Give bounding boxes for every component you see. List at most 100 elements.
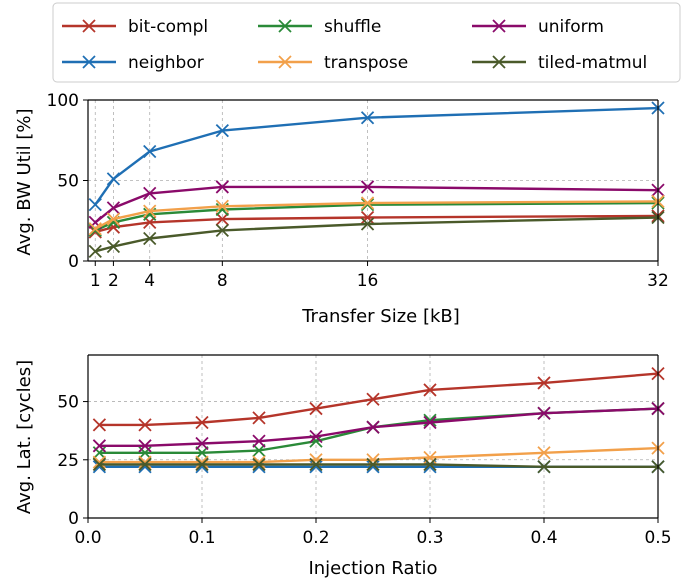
bandwidth-chart-series-uniform	[88, 180, 665, 229]
latency-chart-point-bit-compl	[423, 383, 437, 397]
bandwidth-chart-line-tiled-matmul	[94, 216, 659, 253]
bandwidth-chart-point-transpose	[143, 204, 157, 218]
legend-label-shuffle: shuffle	[324, 17, 381, 37]
bandwidth-chart-point-uniform	[143, 186, 157, 201]
latency-chart-point-tiled-matmul	[252, 457, 266, 472]
latency-chart-point-tiled-matmul	[92, 457, 107, 472]
bandwidth-chart: 1 2 4 8 16 32 0 50 100 Transfer Size [kB] Avg. B…	[14, 91, 669, 327]
legend-label-uniform: uniform	[538, 17, 604, 37]
latency-chart-point-transpose	[195, 455, 209, 469]
legend-item-shuffle: shuffle	[258, 17, 381, 37]
bandwidth-chart-ytick-label: 50	[57, 172, 79, 192]
bandwidth-chart-line-bit-compl	[94, 214, 659, 234]
latency-chart-xlabel: Injection Ratio	[308, 558, 437, 579]
latency-chart-series-uniform	[92, 401, 665, 453]
latency-chart-point-tiled-matmul	[366, 457, 380, 472]
bandwidth-chart-point-bit-compl	[215, 212, 229, 226]
bandwidth-chart-point-neighbor	[88, 198, 102, 212]
bandwidth-chart-xlabel: Transfer Size [kB]	[301, 306, 460, 327]
legend-label-tiled-matmul: tiled-matmul	[538, 53, 647, 73]
bandwidth-chart-point-tiled-matmul	[106, 239, 121, 254]
bandwidth-chart-line-neighbor	[94, 106, 659, 206]
latency-chart-line-uniform	[99, 407, 659, 447]
bandwidth-chart-xtick-label: 8	[217, 271, 228, 291]
bandwidth-chart-point-tiled-matmul	[360, 217, 375, 231]
bandwidth-chart-point-transpose	[360, 196, 375, 210]
latency-chart-point-transpose	[138, 455, 152, 469]
latency-chart-series-bit-compl	[92, 366, 665, 432]
bandwidth-chart-series-neighbor	[88, 101, 665, 212]
legend-marker-uniform	[492, 19, 506, 33]
latency-chart-point-bit-compl	[537, 376, 551, 390]
latency-chart-series-tiled-matmul	[92, 457, 665, 474]
latency-chart-point-uniform	[537, 406, 551, 420]
bandwidth-chart-point-transpose	[106, 212, 121, 226]
latency-chart-point-tiled-matmul	[195, 457, 209, 472]
bandwidth-chart-point-uniform	[106, 201, 121, 215]
bandwidth-chart-series-transpose	[88, 194, 665, 236]
latency-chart-point-tiled-matmul	[423, 457, 437, 472]
latency-chart-ytick-label: 0	[68, 509, 79, 529]
bandwidth-chart-ytick-label: 0	[68, 252, 79, 272]
bandwidth-chart-point-neighbor	[215, 123, 229, 138]
latency-chart-point-transpose	[92, 455, 107, 469]
bandwidth-chart-point-bit-compl	[360, 210, 375, 225]
bandwidth-chart-xtick-label: 4	[144, 271, 155, 291]
bandwidth-chart-line-shuffle	[94, 201, 659, 232]
bandwidth-chart-point-tiled-matmul	[88, 244, 102, 258]
latency-chart-xtick-label: 0.2	[302, 528, 329, 548]
latency-chart-point-bit-compl	[92, 418, 107, 432]
bandwidth-chart-point-neighbor	[106, 172, 121, 186]
legend-marker-tiled-matmul	[492, 55, 506, 69]
bandwidth-chart-ytick-label: 100	[47, 91, 79, 111]
bandwidth-chart-xtick-label: 32	[647, 271, 669, 291]
latency-chart-point-tiled-matmul	[309, 457, 323, 472]
latency-chart-point-uniform	[252, 434, 266, 448]
bandwidth-chart-point-neighbor	[143, 144, 157, 159]
bandwidth-chart-point-tiled-matmul	[143, 231, 157, 246]
latency-chart-point-uniform	[138, 439, 152, 453]
latency-chart-point-tiled-matmul	[138, 457, 152, 472]
latency-chart-line-shuffle	[99, 407, 659, 454]
latency-chart-xtick-label: 0.3	[416, 528, 443, 548]
bandwidth-chart-point-neighbor	[360, 111, 375, 125]
latency-chart-point-tiled-matmul	[537, 460, 551, 474]
legend-label-bit-compl: bit-compl	[128, 17, 208, 37]
bandwidth-chart-series-tiled-matmul	[88, 210, 665, 258]
latency-chart-point-shuffle	[423, 413, 437, 427]
legend: bit-compl shuffle uniform neighbor transpose…	[52, 2, 681, 83]
latency-chart-point-uniform	[309, 429, 323, 444]
legend-label-transpose: transpose	[324, 53, 408, 73]
latency-chart-point-uniform	[92, 439, 107, 453]
latency-chart-xtick-label: 0.1	[188, 528, 215, 548]
bandwidth-chart-line-transpose	[94, 200, 659, 230]
latency-chart-point-bit-compl	[252, 411, 266, 425]
bandwidth-chart-point-transpose	[88, 222, 102, 236]
bandwidth-chart-series-shuffle	[88, 196, 665, 238]
latency-chart-xtick-label: 0.4	[530, 528, 557, 548]
latency-chart-xtick-label: 0.5	[644, 528, 671, 548]
latency-chart-point-uniform	[366, 420, 380, 434]
latency-chart-point-uniform	[423, 415, 437, 430]
latency-chart-line-bit-compl	[99, 372, 659, 427]
latency-chart-ytick-label: 50	[57, 393, 79, 413]
bandwidth-chart-point-tiled-matmul	[215, 223, 229, 238]
bandwidth-chart-point-uniform	[360, 180, 375, 194]
bandwidth-chart-xtick-label: 1	[90, 271, 101, 291]
bandwidth-chart-xtick-label: 2	[108, 271, 119, 291]
legend-item-transpose: transpose	[258, 53, 408, 73]
latency-chart-point-bit-compl	[138, 418, 152, 432]
bandwidth-chart-point-shuffle	[360, 198, 375, 212]
legend-marker-neighbor	[82, 55, 96, 69]
legend-item-tiled-matmul: tiled-matmul	[472, 53, 647, 73]
legend-item-bit-compl: bit-compl	[62, 17, 208, 37]
legend-item-uniform: uniform	[472, 17, 604, 37]
latency-chart-ytick-label: 25	[57, 451, 79, 471]
latency-chart-point-bit-compl	[195, 415, 209, 430]
latency-chart-point-neighbor	[423, 460, 437, 474]
latency-chart-point-uniform	[195, 436, 209, 451]
legend-item-neighbor: neighbor	[62, 53, 204, 73]
bandwidth-chart-point-uniform	[215, 180, 229, 194]
